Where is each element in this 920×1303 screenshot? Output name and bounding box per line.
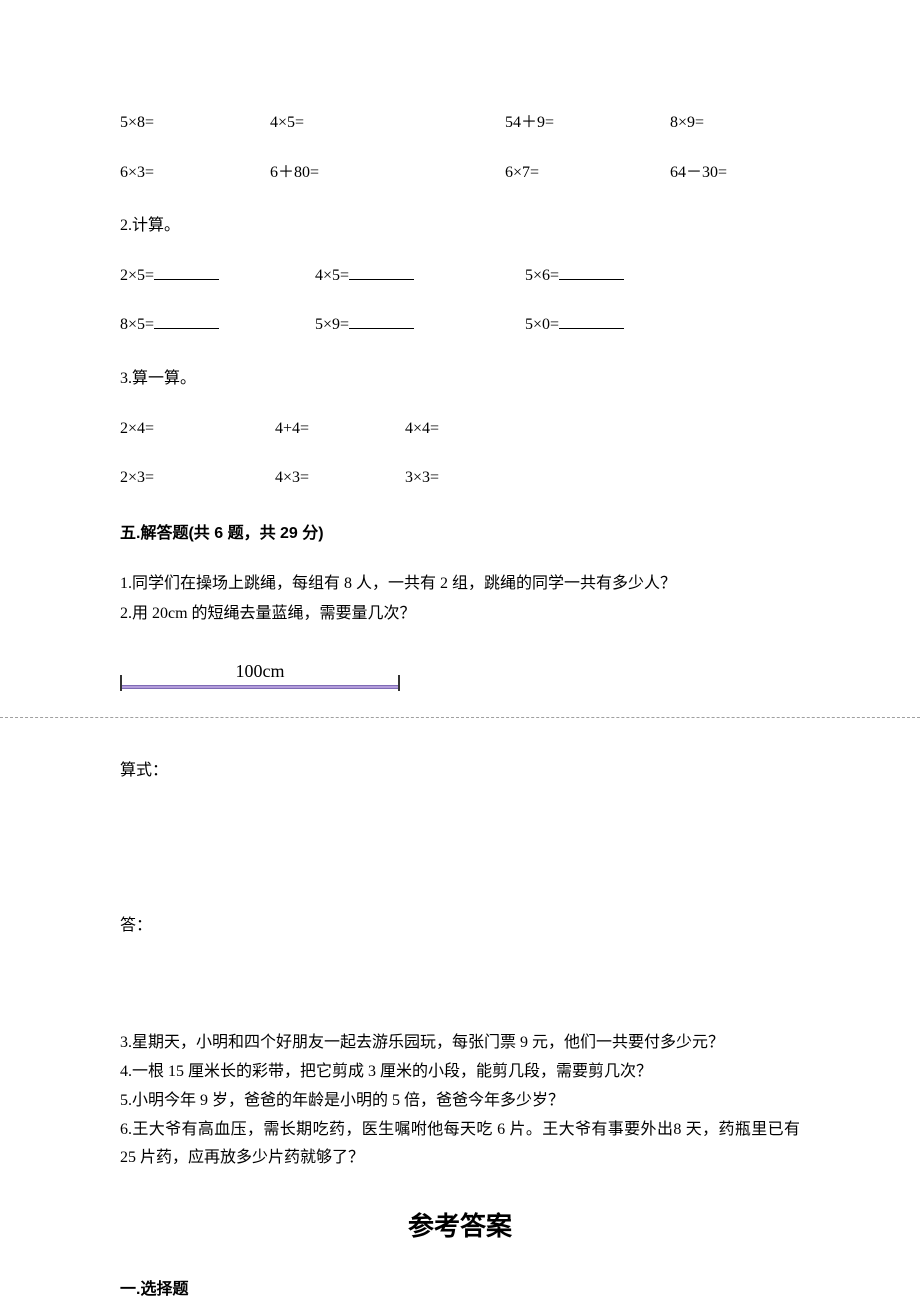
blank-underline (559, 313, 624, 329)
calc-cell: 6×3= (120, 160, 270, 186)
question-6: 6.王大爷有高血压，需长期吃药，医生嘱咐他每天吃 6 片。王大爷有事要外出8 天… (120, 1116, 800, 1170)
tri-cell: 4×4= (405, 416, 800, 442)
question-4: 4.一根 15 厘米长的彩带，把它剪成 3 厘米的小段，能剪几段，需要剪几次？ (120, 1058, 800, 1085)
spacer (120, 833, 800, 873)
calc-row-1: 5×8= 4×5= 54＋9= 8×9= (120, 110, 800, 136)
page-divider (0, 717, 920, 718)
section-3-label: 3.算一算。 (120, 366, 800, 392)
tri-cell: 3×3= (405, 465, 800, 491)
fill-text: 5×0= (525, 316, 559, 333)
question-2: 2.用 20cm 的短绳去量蓝绳，需要量几次？ (120, 600, 800, 627)
fill-text: 8×5= (120, 316, 154, 333)
calc-cell: 54＋9= (505, 110, 670, 136)
fill-text: 5×9= (315, 316, 349, 333)
heading-five: 五.解答题(共 6 题，共 29 分) (120, 521, 800, 547)
tri-cell: 2×4= (120, 416, 275, 442)
blank-underline (154, 264, 219, 280)
fill-cell: 8×5= (120, 312, 315, 338)
ruler-label: 100cm (120, 657, 400, 686)
tri-cell: 4×3= (275, 465, 405, 491)
tri-cell: 2×3= (120, 465, 275, 491)
ruler-bar (122, 685, 398, 689)
spacer (120, 989, 800, 1029)
fill-row-1: 2×5= 4×5= 5×6= (120, 263, 800, 289)
fill-cell: 2×5= (120, 263, 315, 289)
fill-text: 4×5= (315, 267, 349, 284)
answers-title: 参考答案 (120, 1206, 800, 1248)
fill-cell: 5×0= (525, 312, 800, 338)
question-5: 5.小明今年 9 岁，爸爸的年龄是小明的 5 倍，爸爸今年多少岁？ (120, 1087, 800, 1114)
blank-underline (349, 264, 414, 280)
calc-cell: 64－30= (670, 160, 800, 186)
calc-cell: 8×9= (670, 110, 800, 136)
calc-cell: 6＋80= (270, 160, 505, 186)
question-3: 3.星期天，小明和四个好朋友一起去游乐园玩，每张门票 9 元，他们一共要付多少元… (120, 1029, 800, 1056)
ruler-tick-right (398, 675, 400, 691)
tri-cell: 4+4= (275, 416, 405, 442)
fill-cell: 5×6= (525, 263, 800, 289)
fill-text: 5×6= (525, 267, 559, 284)
fill-text: 2×5= (120, 267, 154, 284)
fill-row-2: 8×5= 5×9= 5×0= (120, 312, 800, 338)
tri-row-2: 2×3= 4×3= 3×3= (120, 465, 800, 491)
fill-cell: 5×9= (315, 312, 525, 338)
section-2-label: 2.计算。 (120, 213, 800, 239)
formula-label: 算式： (120, 758, 800, 784)
ruler-figure: 100cm (120, 657, 800, 697)
question-1: 1.同学们在操场上跳绳，每组有 8 人，一共有 2 组，跳绳的同学一共有多少人？ (120, 570, 800, 597)
calc-cell: 5×8= (120, 110, 270, 136)
blank-underline (349, 313, 414, 329)
blank-underline (154, 313, 219, 329)
calc-row-2: 6×3= 6＋80= 6×7= 64－30= (120, 160, 800, 186)
answer-label: 答： (120, 913, 800, 939)
blank-underline (559, 264, 624, 280)
calc-cell: 4×5= (270, 110, 505, 136)
fill-cell: 4×5= (315, 263, 525, 289)
section-choice-heading: 一.选择题 (120, 1277, 800, 1303)
tri-row-1: 2×4= 4+4= 4×4= (120, 416, 800, 442)
ruler-container: 100cm (120, 657, 400, 697)
calc-cell: 6×7= (505, 160, 670, 186)
